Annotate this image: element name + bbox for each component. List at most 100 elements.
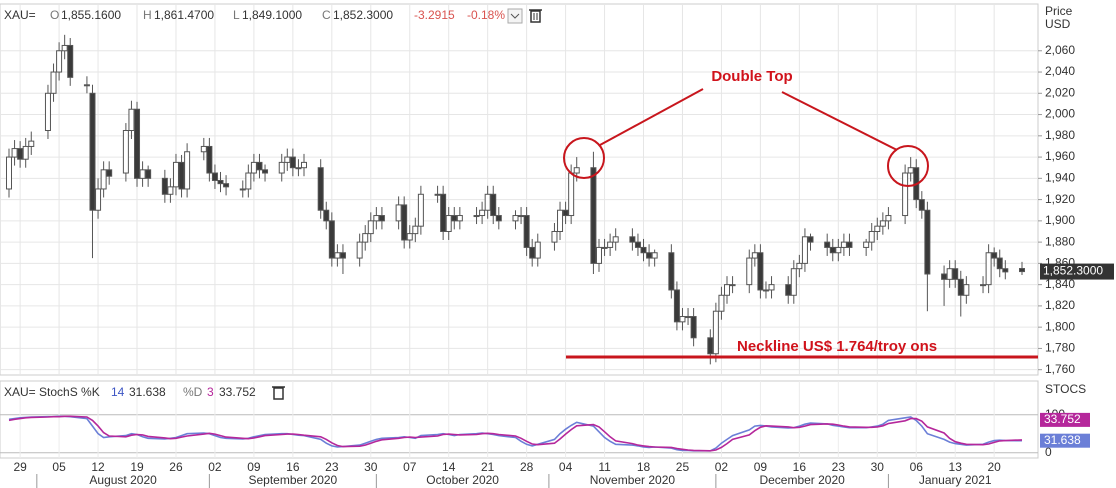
candle-body — [796, 262, 803, 270]
x-tick-label: 16 — [793, 460, 807, 474]
candle-body — [440, 193, 447, 232]
candle-body — [373, 215, 380, 222]
x-tick-label: 19 — [130, 460, 144, 474]
y-tick-label: 2,040 — [1045, 64, 1075, 78]
candle-body — [595, 246, 602, 264]
candle-body — [963, 284, 970, 296]
candle-body — [456, 215, 463, 222]
candle-body — [412, 225, 419, 235]
k-value: 31.638 — [129, 385, 166, 399]
candle-body — [801, 236, 808, 264]
candle-body — [523, 215, 530, 248]
x-tick-label: 13 — [949, 460, 963, 474]
candle-body — [601, 246, 608, 249]
candle-body — [50, 71, 57, 94]
candle-body — [67, 44, 74, 78]
candle-body — [161, 177, 168, 195]
x-tick-label: 28 — [520, 460, 534, 474]
y-tick-label: 1,840 — [1045, 277, 1075, 291]
k-period: 14 — [111, 385, 125, 399]
double-top-circle — [563, 137, 605, 179]
y-tick-label: 1,820 — [1045, 298, 1075, 312]
candle-body — [406, 233, 413, 241]
candle-body — [712, 310, 719, 355]
candle-body — [551, 230, 558, 243]
open-label: O — [50, 8, 59, 22]
candle-body — [44, 92, 51, 132]
month-label: October 2020 — [426, 473, 499, 487]
candle-body — [985, 252, 992, 286]
candle-body — [128, 108, 135, 132]
candle-body — [980, 284, 987, 287]
candle-body — [262, 169, 269, 174]
d-period: 3 — [207, 385, 214, 399]
double-top-circle — [887, 145, 929, 187]
x-tick-label: 25 — [676, 460, 690, 474]
low-value: 1,849.1000 — [242, 8, 302, 22]
candle-body — [668, 252, 675, 291]
candle-body — [445, 215, 452, 232]
candle-body — [484, 193, 491, 211]
x-tick-label: 30 — [364, 460, 378, 474]
candle-body — [17, 148, 24, 160]
indicator-value-box — [1040, 433, 1090, 448]
candle-body — [28, 140, 35, 147]
x-tick-label: 02 — [715, 460, 729, 474]
dropdown-button[interactable] — [507, 8, 523, 24]
candle-body — [479, 209, 486, 217]
candle-body — [328, 220, 335, 259]
y-tick-label: 1,980 — [1045, 128, 1075, 142]
x-tick-label: 05 — [52, 460, 66, 474]
candle-body — [434, 193, 441, 196]
x-tick-label: 18 — [637, 460, 651, 474]
x-tick-label: 26 — [169, 460, 183, 474]
candle-body — [289, 156, 296, 169]
candle-body — [512, 215, 519, 222]
delete-button[interactable] — [529, 9, 542, 23]
candle-body — [89, 92, 96, 211]
y-tick-label: 1,780 — [1045, 341, 1075, 355]
delete-indicator-button[interactable] — [272, 386, 285, 400]
y-tick-label: 1,800 — [1045, 319, 1075, 333]
x-tick-label: 02 — [208, 460, 222, 474]
candle-body — [879, 220, 886, 227]
y-tick-label: 1,760 — [1045, 362, 1075, 376]
x-tick-label: 06 — [910, 460, 924, 474]
candle-body — [629, 236, 636, 243]
candle-body — [451, 215, 458, 222]
candle-body — [334, 252, 341, 259]
x-tick-label: 23 — [832, 460, 846, 474]
candle-body — [707, 337, 714, 355]
candle-body — [529, 246, 536, 259]
neckline-label: Neckline US$ 1.764/troy ons — [737, 338, 937, 355]
candle-body — [473, 215, 480, 218]
d-value: 33.752 — [219, 385, 256, 399]
candle-body — [646, 252, 653, 259]
candle-body — [885, 215, 892, 222]
candle-body — [957, 278, 964, 296]
x-tick-label: 07 — [403, 460, 417, 474]
candle-body — [317, 167, 324, 211]
candle-body — [724, 284, 731, 296]
y-tick-label: 1,900 — [1045, 213, 1075, 227]
change: -3.2915 — [414, 8, 455, 22]
candle-body — [284, 156, 291, 163]
x-tick-label: 16 — [286, 460, 300, 474]
candle-body — [1002, 268, 1009, 273]
candle-body — [868, 230, 875, 243]
y-tick-label: 1,960 — [1045, 149, 1075, 163]
candle-body — [941, 273, 948, 280]
candle-body — [178, 161, 185, 190]
candle-body — [902, 172, 909, 217]
candle-body — [172, 161, 179, 188]
change-percent: -0.18% — [467, 8, 505, 22]
candle-body — [840, 241, 847, 248]
candle-body — [339, 252, 346, 259]
candle-body — [757, 252, 764, 291]
candle-body — [134, 108, 141, 179]
y-tick-label: 2,060 — [1045, 43, 1075, 57]
y-tick-label: 1,880 — [1045, 234, 1075, 248]
candle-body — [278, 161, 285, 174]
